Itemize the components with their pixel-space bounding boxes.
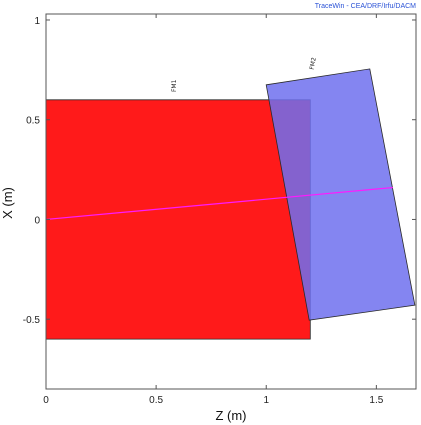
credit-text: TraceWin - CEA/DRF/Irfu/DACM (315, 3, 416, 10)
y-tick-label: 0 (34, 215, 40, 226)
x-tick-label: 0.5 (149, 395, 163, 406)
y-tick-label: 1 (34, 16, 40, 27)
axis-ticks: 0 0.5 1 1.5 1 0.5 0 -0.5 (23, 14, 416, 406)
plot-frame (45, 13, 417, 390)
x-tick-label: 1 (263, 395, 269, 406)
x-axis-label: Z (m) (215, 408, 246, 423)
label-fm1: FM1 (171, 79, 178, 92)
element-fm2 (265, 68, 416, 321)
element-fm1 (45, 99, 311, 340)
label-fm2: FM2 (309, 57, 318, 71)
x-tick-label: 0 (43, 395, 49, 406)
y-tick-label: 0.5 (26, 116, 40, 127)
beam-line (45, 186, 393, 221)
x-tick-label: 1.5 (369, 395, 383, 406)
y-tick-label: -0.5 (23, 315, 41, 326)
y-axis-label: X (m) (0, 187, 15, 219)
plot-area: FM1 FM2 (45, 57, 416, 340)
